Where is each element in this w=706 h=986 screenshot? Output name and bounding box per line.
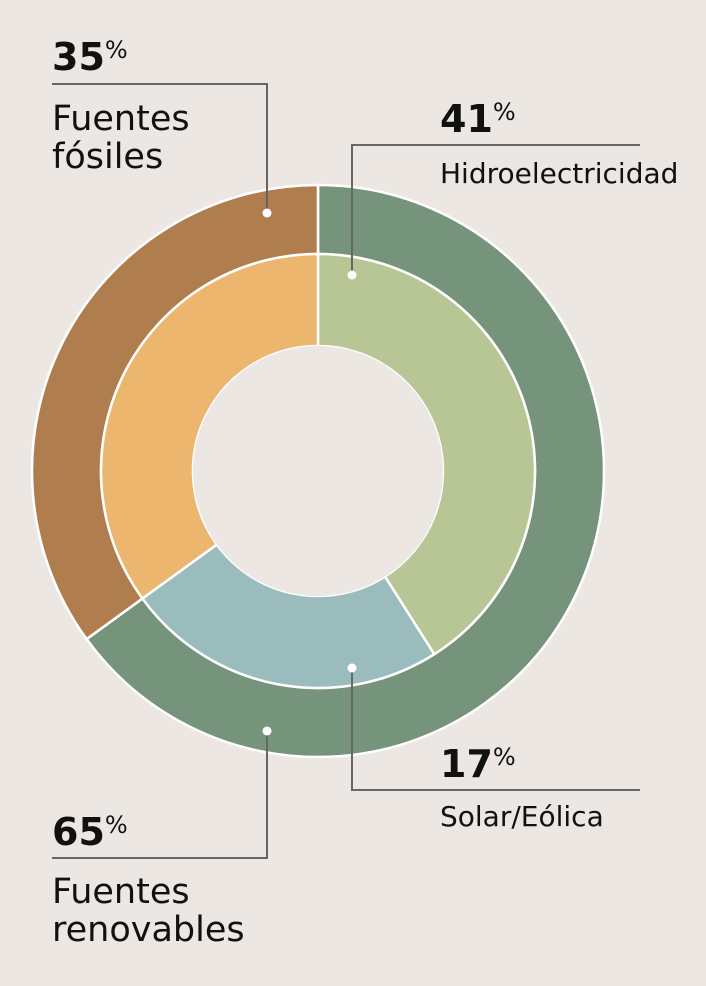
hydro-leader-dot — [347, 270, 357, 280]
renewable-value-label: 65% — [52, 810, 128, 854]
donut-hole — [193, 346, 443, 596]
hydro-value-label: 41% — [440, 97, 516, 141]
fossil-leader-line — [52, 83, 268, 213]
fossil-value-label: 35% — [52, 35, 128, 79]
renewable-label-line1: Fuentes — [52, 872, 190, 912]
renewable-leader-line — [52, 731, 268, 859]
solar-leader-dot — [347, 663, 357, 673]
fossil-label-line2: fósiles — [52, 137, 163, 177]
hydro-leader-line — [351, 144, 640, 275]
fossil-label-line1: Fuentes — [52, 99, 190, 139]
fossil-leader-dot — [262, 208, 272, 218]
hydro-label: Hidroelectricidad — [440, 157, 678, 190]
renewable-leader-dot — [262, 726, 272, 736]
solar-leader-line — [351, 668, 640, 791]
solar-value-label: 17% — [440, 742, 516, 786]
renewable-label-line2: renovables — [52, 910, 245, 950]
solar-label: Solar/Eólica — [440, 800, 604, 833]
